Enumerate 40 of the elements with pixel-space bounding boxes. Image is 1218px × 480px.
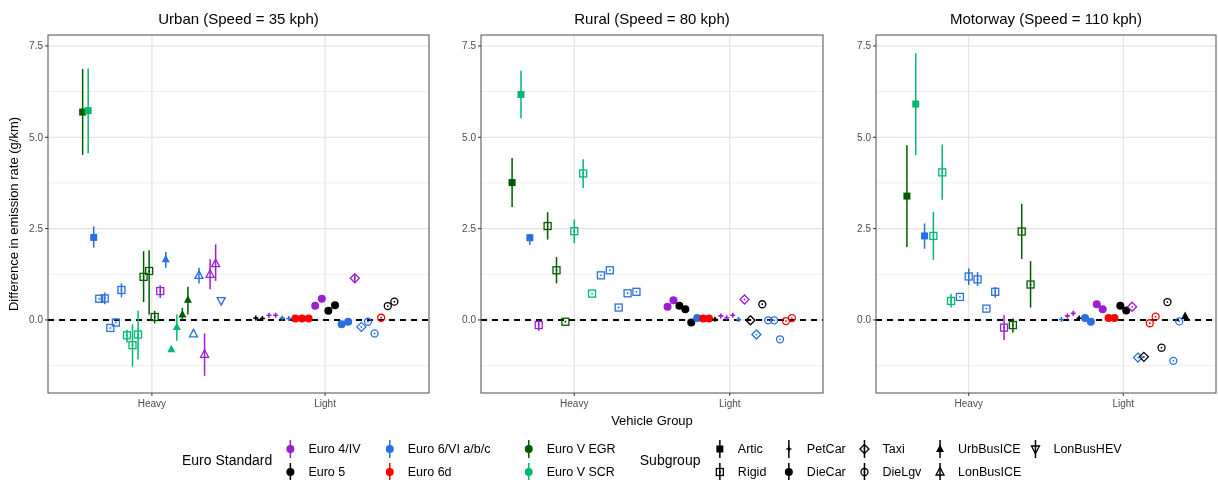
y-tick-label: 2.5 — [462, 223, 477, 235]
y-tick-label: 2.5 — [857, 223, 872, 235]
y-tick-label: 7.5 — [29, 40, 44, 52]
x-tick-label: Light — [1112, 398, 1135, 409]
x-tick-label: Heavy — [954, 398, 983, 409]
y-tick-label: 5.0 — [462, 131, 477, 143]
y-tick-label: 7.5 — [857, 40, 872, 52]
text: UrbBusICE — [958, 442, 1021, 456]
text: Rigid — [737, 465, 767, 479]
text: DieCar — [806, 465, 846, 479]
legend-label: Euro V EGR — [546, 442, 616, 456]
text: PetCar — [806, 442, 846, 456]
y-tick-label: 0.0 — [29, 314, 44, 326]
x-tick-label: Light — [718, 398, 741, 409]
y-tick-label: 7.5 — [462, 40, 477, 52]
chart-title: Urban (Speed = 35 kph) — [158, 10, 319, 27]
text: DieLgv — [882, 465, 923, 479]
x-axis-title: Vehicle Group — [611, 413, 693, 428]
text: LonBusICE — [958, 465, 1022, 479]
x-tick-label: Light — [314, 398, 337, 409]
text: Artic — [737, 442, 763, 456]
legend-label: Euro 5 — [308, 465, 346, 479]
y-tick-label: 0.0 — [857, 314, 872, 326]
text: Taxi — [882, 442, 905, 456]
legend-label: Euro 6/VI a/b/c — [407, 442, 491, 456]
y-tick-label: 0.0 — [462, 314, 477, 326]
x-tick-label: Heavy — [137, 398, 167, 409]
y-axis-title: Difference in emission rate (g/km) — [6, 116, 21, 312]
legend-label: Euro 6d — [407, 465, 452, 479]
y-tick-label: 2.5 — [29, 223, 44, 235]
y-tick-label: 5.0 — [857, 131, 872, 143]
chart-title: Rural (Speed = 80 kph) — [574, 10, 730, 27]
chart-title: Motorway (Speed = 110 kph) — [950, 10, 1142, 27]
legend-title: Euro Standard — [182, 451, 273, 468]
text: Subgroup — [639, 451, 701, 468]
legend-label: Euro V SCR — [546, 465, 615, 479]
text: LonBusHEV — [1053, 442, 1123, 456]
y-tick-label: 5.0 — [29, 131, 44, 143]
legend-label: Euro 4/IV — [308, 442, 362, 456]
x-tick-label: Heavy — [560, 398, 589, 409]
